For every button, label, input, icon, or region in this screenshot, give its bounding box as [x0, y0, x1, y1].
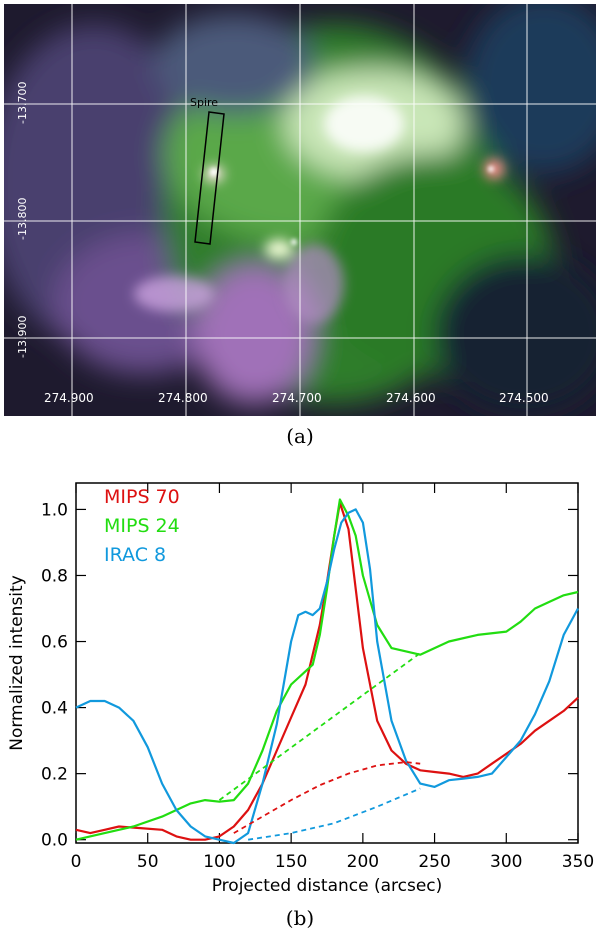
- mips-24-baseline-line: [218, 652, 421, 801]
- y-tick-label: -13.700: [16, 82, 29, 124]
- panel-a-caption: (a): [286, 424, 314, 448]
- mips-24-line: [75, 498, 579, 841]
- plot-frame: [75, 482, 579, 844]
- x-axis-label: Projected distance (arcsec): [212, 876, 443, 896]
- x-tick-label: 100: [203, 852, 235, 872]
- x-tick-label: 200: [347, 852, 379, 872]
- legend-entry-mips-70: MIPS 70: [104, 486, 180, 508]
- x-tick-label: 350: [562, 852, 594, 872]
- spire-label: Spire: [190, 96, 218, 109]
- x-tick-label: 274.700: [272, 391, 322, 405]
- irac-8-line: [75, 508, 579, 845]
- y-tick-label: 0.0: [41, 831, 68, 851]
- composite-image-panel: Spire -13.700 -13.800 -13.900 274.900 27…: [4, 4, 596, 416]
- x-tick-label: 50: [137, 852, 159, 872]
- x-tick-label: 274.600: [386, 391, 436, 405]
- x-tick-label: 0: [71, 852, 82, 872]
- coordinate-grid: [4, 4, 596, 416]
- irac-8-baseline-line: [247, 787, 421, 841]
- x-tick-label: 274.500: [499, 391, 549, 405]
- y-axis-label: Normalized intensity: [7, 575, 27, 751]
- y-tick-label: 0.8: [41, 566, 68, 586]
- spire-box: [194, 111, 225, 245]
- legend-entry-irac-8: IRAC 8: [104, 544, 166, 566]
- y-tick-label: -13.800: [16, 198, 29, 240]
- mips-70-baseline-line: [233, 761, 421, 834]
- panel-b-caption: (b): [285, 906, 315, 930]
- composite-image: Spire -13.700 -13.800 -13.900 274.900 27…: [4, 4, 596, 416]
- intensity-profile-panel: 0 50 100 150 200 250 300 350 0.0 0.2 0.4 0.6 0.8 1.0 P…: [0, 460, 600, 905]
- x-tick-label: 250: [418, 852, 450, 872]
- y-tick-label: -13.900: [16, 316, 29, 358]
- x-tick-label: 274.900: [44, 391, 94, 405]
- y-tick-label: 1.0: [41, 500, 68, 520]
- x-tick-label: 150: [275, 852, 307, 872]
- x-tick-label: 300: [490, 852, 522, 872]
- y-tick-label: 0.2: [41, 765, 68, 785]
- y-tick-label: 0.4: [41, 699, 68, 719]
- legend-entry-mips-24: MIPS 24: [104, 515, 180, 537]
- y-tick-label: 0.6: [41, 633, 68, 653]
- x-tick-label: 274.800: [158, 391, 208, 405]
- intensity-profile-chart: 0 50 100 150 200 250 300 350 0.0 0.2 0.4 0.6 0.8 1.0 P…: [7, 482, 594, 896]
